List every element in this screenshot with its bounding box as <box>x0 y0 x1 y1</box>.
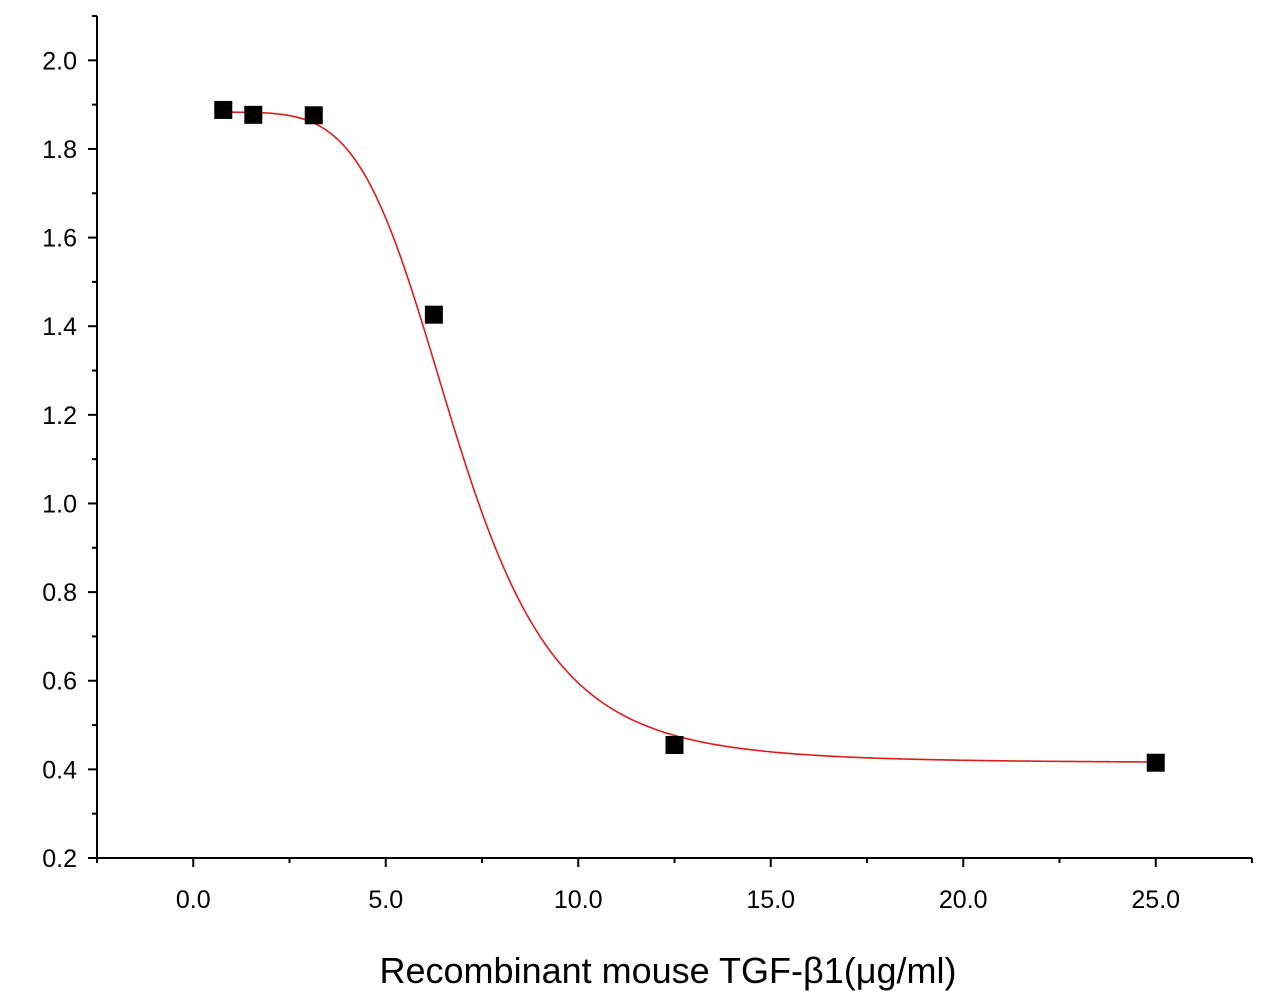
y-tick-label: 2.0 <box>42 47 77 75</box>
y-ticks: 0.2 0.4 0.6 0.8 1.0 1.2 1.4 1.6 1.8 2.0 <box>42 15 97 873</box>
y-tick-label: 0.6 <box>42 668 77 696</box>
y-tick-label: 1.8 <box>42 136 77 164</box>
data-point <box>1146 753 1165 772</box>
data-point <box>244 105 263 124</box>
y-tick-label: 1.0 <box>42 490 77 518</box>
y-tick-label: 0.4 <box>42 756 77 784</box>
x-axis-title: Recombinant mouse TGF-β1(μg/ml) <box>380 950 957 991</box>
fit-curve <box>223 111 1156 763</box>
x-tick-label: 25.0 <box>1131 886 1180 914</box>
y-tick-label: 1.2 <box>42 402 77 430</box>
x-tick-label: 10.0 <box>554 886 603 914</box>
data-point <box>304 106 323 125</box>
data-points <box>214 100 1165 772</box>
x-ticks: 0.0 5.0 10.0 15.0 20.0 25.0 <box>96 858 1253 914</box>
y-tick-label: 0.2 <box>42 845 77 873</box>
axes <box>96 16 1252 859</box>
y-tick-label: 0.8 <box>42 579 77 607</box>
y-tick-label: 1.4 <box>42 313 77 341</box>
x-tick-label: 20.0 <box>939 886 988 914</box>
y-tick-label: 1.6 <box>42 225 77 253</box>
data-point <box>665 735 684 754</box>
x-tick-label: 0.0 <box>176 886 211 914</box>
data-point <box>214 100 233 119</box>
x-tick-label: 5.0 <box>368 886 403 914</box>
x-tick-label: 15.0 <box>746 886 795 914</box>
data-point <box>424 305 443 324</box>
